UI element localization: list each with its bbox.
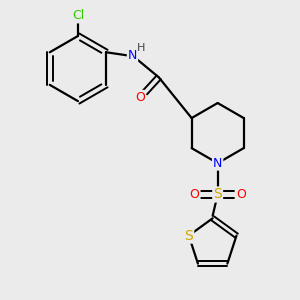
- Text: H: H: [137, 43, 146, 53]
- Text: O: O: [135, 91, 145, 104]
- Text: O: O: [236, 188, 246, 201]
- Text: O: O: [190, 188, 200, 201]
- Text: Cl: Cl: [72, 9, 84, 22]
- Text: N: N: [128, 49, 137, 62]
- Text: S: S: [213, 188, 222, 202]
- Text: N: N: [213, 157, 222, 170]
- Text: S: S: [184, 229, 193, 243]
